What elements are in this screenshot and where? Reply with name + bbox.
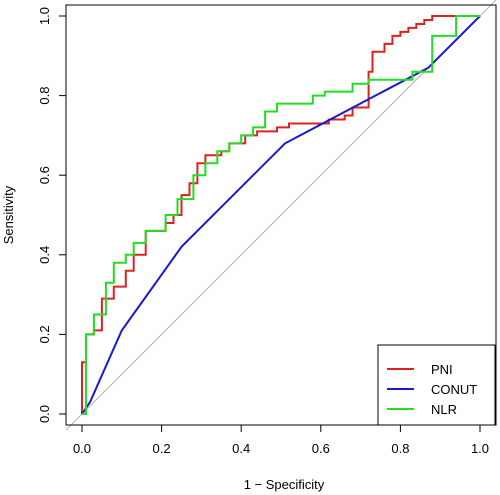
- legend: PNI CONUT NLR: [377, 344, 496, 426]
- y-tick-label: 0.6: [37, 166, 52, 184]
- y-axis: 0.0 0.2 0.4 0.6 0.8 1.0: [37, 7, 67, 423]
- series-line-nlr: [82, 15, 480, 415]
- y-tick-label: 0.2: [37, 325, 52, 343]
- x-axis: 0.0 0.2 0.4 0.6 0.8 1.0: [73, 424, 489, 456]
- x-tick-label: 0.4: [232, 441, 250, 456]
- x-tick-label: 1.0: [471, 441, 489, 456]
- legend-label-conut: CONUT: [431, 382, 477, 397]
- y-tick-label: 0.0: [37, 405, 52, 423]
- x-tick-label: 0.0: [73, 441, 91, 456]
- series-layer: [81, 15, 481, 415]
- series-line-pni: [81, 15, 480, 414]
- x-tick-label: 0.2: [153, 441, 171, 456]
- x-axis-label: 1 − Specificity: [244, 477, 325, 492]
- x-tick-label: 0.8: [391, 441, 409, 456]
- legend-box: [377, 344, 496, 426]
- y-tick-label: 1.0: [37, 7, 52, 25]
- y-axis-label: Sensitivity: [1, 185, 16, 244]
- legend-label-nlr: NLR: [431, 402, 457, 417]
- y-tick-label: 0.8: [37, 87, 52, 105]
- legend-label-pni: PNI: [431, 362, 453, 377]
- x-tick-label: 0.6: [312, 441, 330, 456]
- series-line-conut: [81, 15, 481, 415]
- y-tick-label: 0.4: [37, 246, 52, 264]
